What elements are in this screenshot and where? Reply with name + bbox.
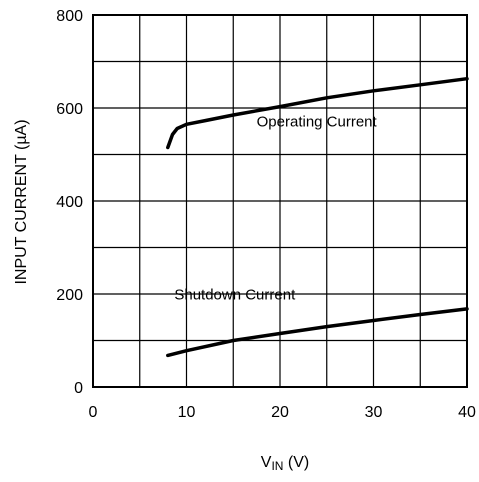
series-label-operating-current: Operating Current — [257, 114, 378, 131]
y-tick-label: 400 — [56, 194, 83, 211]
x-axis-title-subscript: IN — [271, 459, 283, 473]
y-tick-label: 0 — [74, 380, 83, 397]
x-axis-title-main: V — [261, 454, 272, 471]
series-annotations: Operating Current Shutdown Current — [174, 114, 377, 304]
series-label-shutdown-current: Shutdown Current — [174, 287, 296, 304]
x-tick-label: 10 — [178, 404, 196, 421]
series-line-operating-current — [166, 76, 469, 150]
y-tick-label: 200 — [56, 287, 83, 304]
x-tick-label: 30 — [365, 404, 383, 421]
x-tick-label: 40 — [458, 404, 476, 421]
x-tick-label: 20 — [271, 404, 289, 421]
series-lines — [166, 76, 469, 358]
y-tick-label: 800 — [56, 8, 83, 25]
series-line-shutdown-current — [166, 307, 469, 358]
grid — [92, 14, 468, 388]
x-axis-title-unit: (V) — [283, 454, 309, 471]
plot-frame — [92, 14, 468, 388]
y-axis-title: INPUT CURRENT (µA) — [13, 119, 30, 284]
x-axis-title: VIN (V) — [261, 454, 309, 473]
y-tick-label: 600 — [56, 101, 83, 118]
x-tick-label: 0 — [89, 404, 98, 421]
